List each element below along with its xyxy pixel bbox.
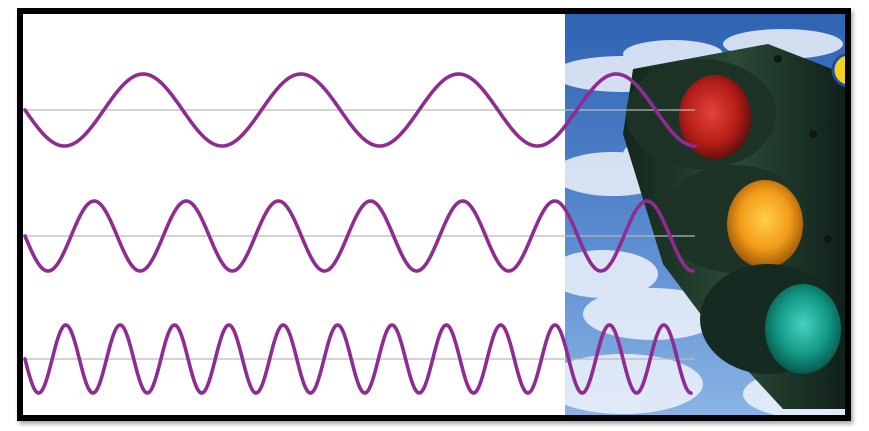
- traffic-light-icon: [623, 44, 845, 409]
- yellow-light-wave: [23, 199, 695, 273]
- figure-frame: [17, 8, 851, 421]
- wavelength-traffic-light-diagram: [23, 14, 845, 415]
- green-light-wave: [23, 323, 693, 395]
- waves-group: [23, 72, 697, 395]
- red-light-wave: [23, 72, 697, 148]
- traffic-light-photo: [565, 14, 845, 415]
- amber-light: [727, 180, 803, 268]
- red-light: [679, 75, 751, 159]
- green-light: [765, 284, 841, 374]
- badge-icon: [831, 52, 845, 88]
